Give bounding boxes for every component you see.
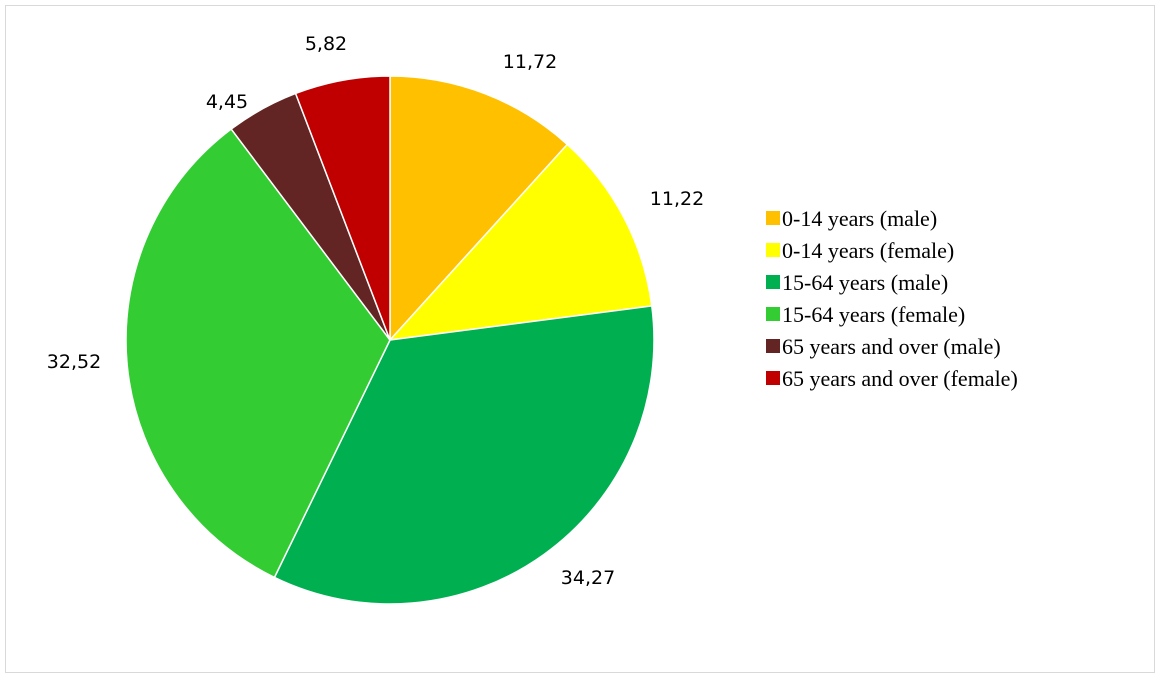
data-label: 5,82 <box>305 33 347 55</box>
pie-slice-6 <box>294 75 391 341</box>
legend-swatch <box>766 211 780 225</box>
data-labels: 11,72 11,22 34,27 32,52 4,45 5,82 <box>47 33 704 589</box>
pie-slice-1 <box>389 75 569 342</box>
legend-label: 0-14 years (male) <box>782 206 937 231</box>
pie-slice-4 <box>125 128 391 579</box>
legend-swatch <box>766 275 780 289</box>
legend-label: 65 years and over (male) <box>782 334 1001 359</box>
legend-swatch <box>766 243 780 257</box>
legend: 0-14 years (male) 0-14 years (female) 15-6… <box>766 206 1018 391</box>
data-label: 11,22 <box>650 188 704 210</box>
data-label: 4,45 <box>206 91 248 113</box>
legend-label: 65 years and over (female) <box>782 366 1018 391</box>
legend-label: 0-14 years (female) <box>782 238 954 263</box>
legend-label: 15-64 years (male) <box>782 270 948 295</box>
pie-slices <box>125 75 655 605</box>
data-label: 11,72 <box>503 51 557 73</box>
legend-swatch <box>766 307 780 321</box>
data-label: 32,52 <box>47 351 101 373</box>
legend-swatch <box>766 371 780 385</box>
pie-slice-3 <box>273 305 655 605</box>
pie-slice-2 <box>388 143 653 342</box>
data-label: 34,27 <box>561 567 615 589</box>
legend-label: 15-64 years (female) <box>782 302 965 327</box>
legend-swatch <box>766 339 780 353</box>
